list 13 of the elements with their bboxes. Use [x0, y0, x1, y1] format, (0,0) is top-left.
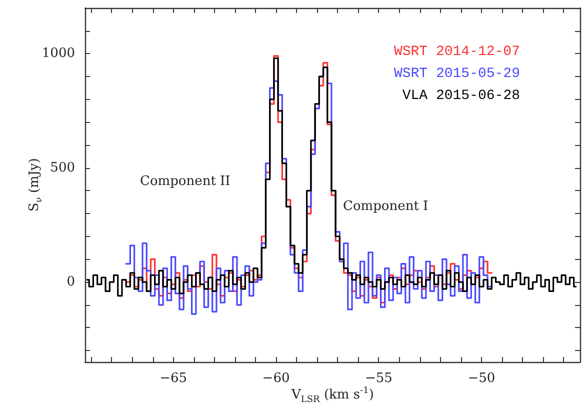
text: WSRT 2015-05-29	[394, 66, 520, 82]
x-tick-label: −55	[364, 371, 392, 386]
text: WSRT 2014-12-07	[394, 44, 520, 60]
x-tick-label: −65	[160, 371, 188, 386]
annotation: Component II	[140, 174, 230, 189]
y-tick-label: 1000	[42, 46, 75, 62]
text: VLA 2015-06-28	[402, 88, 520, 104]
x-axis-title: V$_{LSR}$ (km s$^{-1}$)	[292, 386, 374, 405]
y-tick-label: 0	[66, 274, 75, 290]
x-tick-label: −50	[468, 371, 496, 386]
x-tick-label: −60	[262, 371, 290, 386]
y-tick-label: 500	[50, 160, 75, 176]
annotation: Component I	[343, 199, 428, 214]
